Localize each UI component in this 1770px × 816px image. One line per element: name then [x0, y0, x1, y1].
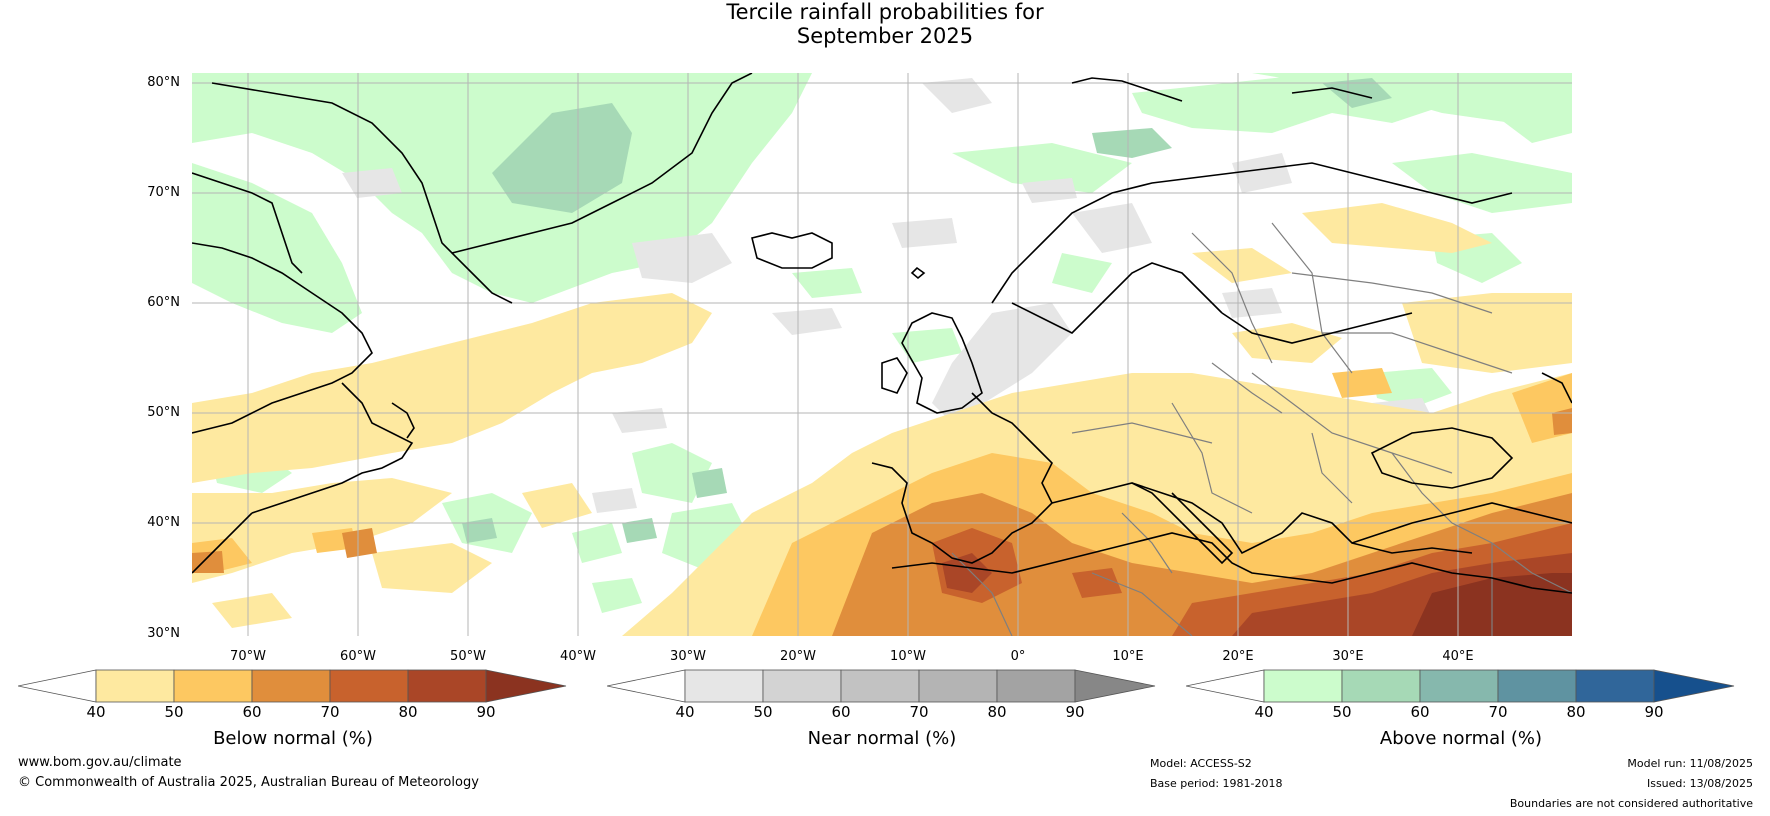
- map-title: Tercile rainfall probabilities for Septe…: [0, 0, 1770, 48]
- cbar-seg-3: [840, 669, 920, 703]
- above-tick-50: 50: [1332, 703, 1352, 721]
- lon-label-10w: 10°W: [890, 649, 926, 664]
- lat-label-60n: 60°N: [147, 295, 180, 310]
- lon-label-20e: 20°E: [1222, 649, 1254, 664]
- above-tick-80: 80: [1566, 703, 1586, 721]
- cbar-seg-1: [684, 669, 764, 703]
- lon-label-30e: 30°E: [1332, 649, 1364, 664]
- lon-label-10e: 10°E: [1112, 649, 1144, 664]
- below-tick-70: 70: [320, 703, 340, 721]
- cbar-seg-1: [1263, 669, 1343, 703]
- above-tick-70: 70: [1488, 703, 1508, 721]
- lon-label-40w: 40°W: [560, 649, 596, 664]
- below-normal-colorbar: [18, 668, 568, 704]
- base-period-text: Base period: 1981-2018: [1150, 777, 1283, 790]
- cbar-seg-upper: [1074, 669, 1156, 703]
- cbar-seg-1: [95, 669, 175, 703]
- cbar-seg-4: [329, 669, 409, 703]
- cbar-seg-2: [173, 669, 253, 703]
- issued-text: Issued: 13/08/2025: [1646, 777, 1753, 790]
- near-normal-colorbar: [607, 668, 1157, 704]
- below-tick-90: 90: [476, 703, 496, 721]
- lon-label-70w: 70°W: [230, 649, 266, 664]
- lon-label-40e: 40°E: [1442, 649, 1474, 664]
- near-tick-50: 50: [753, 703, 773, 721]
- lon-label-50w: 50°W: [450, 649, 486, 664]
- cbar-seg-5: [996, 669, 1076, 703]
- cbar-seg-upper: [1653, 669, 1735, 703]
- model-run-text: Model run: 11/08/2025: [1627, 757, 1753, 770]
- cbar-seg-lower: [607, 669, 686, 703]
- map-canvas: [192, 73, 1572, 636]
- above-normal-50-areas: [282, 78, 1392, 543]
- coastlines: [192, 73, 1572, 594]
- lat-label-30n: 30°N: [147, 626, 180, 641]
- cbar-seg-upper: [485, 669, 567, 703]
- model-text: Model: ACCESS-S2: [1150, 757, 1252, 770]
- below-tick-50: 50: [164, 703, 184, 721]
- near-tick-60: 60: [831, 703, 851, 721]
- lon-label-0: 0°: [1010, 649, 1026, 664]
- cbar-seg-lower: [18, 669, 97, 703]
- lon-label-20w: 20°W: [780, 649, 816, 664]
- below-tick-60: 60: [242, 703, 262, 721]
- above-tick-90: 90: [1644, 703, 1664, 721]
- cbar-seg-5: [1575, 669, 1655, 703]
- cbar-seg-5: [407, 669, 487, 703]
- cbar-seg-2: [1341, 669, 1421, 703]
- above-normal-title: Above normal (%): [1379, 728, 1543, 749]
- above-normal-colorbar: [1186, 668, 1736, 704]
- near-tick-70: 70: [909, 703, 929, 721]
- website-link[interactable]: www.bom.gov.au/climate: [18, 755, 182, 770]
- probability-map: [192, 73, 1572, 636]
- country-borders: [951, 222, 1572, 636]
- below-normal-title: Below normal (%): [213, 728, 373, 749]
- near-normal-title: Near normal (%): [807, 728, 957, 749]
- lat-label-80n: 80°N: [147, 75, 180, 90]
- above-tick-40: 40: [1254, 703, 1274, 721]
- lat-label-50n: 50°N: [147, 405, 180, 420]
- lon-label-30w: 30°W: [670, 649, 706, 664]
- cbar-seg-2: [762, 669, 842, 703]
- lat-label-40n: 40°N: [147, 515, 180, 530]
- below-tick-40: 40: [86, 703, 106, 721]
- near-tick-90: 90: [1065, 703, 1085, 721]
- map-title-line1: Tercile rainfall probabilities for: [726, 0, 1044, 24]
- near-tick-80: 80: [987, 703, 1007, 721]
- near-tick-40: 40: [675, 703, 695, 721]
- cbar-seg-3: [251, 669, 331, 703]
- below-tick-80: 80: [398, 703, 418, 721]
- map-title-line2: September 2025: [796, 24, 974, 48]
- cbar-seg-lower: [1186, 669, 1265, 703]
- graticule: [192, 73, 1572, 636]
- disclaimer-text: Boundaries are not considered authoritat…: [1509, 797, 1753, 810]
- cbar-seg-3: [1419, 669, 1499, 703]
- above-tick-60: 60: [1410, 703, 1430, 721]
- cbar-seg-4: [918, 669, 998, 703]
- cbar-seg-4: [1497, 669, 1577, 703]
- lat-label-70n: 70°N: [147, 185, 180, 200]
- copyright-text: © Commonwealth of Australia 2025, Austra…: [18, 775, 479, 790]
- lon-label-60w: 60°W: [340, 649, 376, 664]
